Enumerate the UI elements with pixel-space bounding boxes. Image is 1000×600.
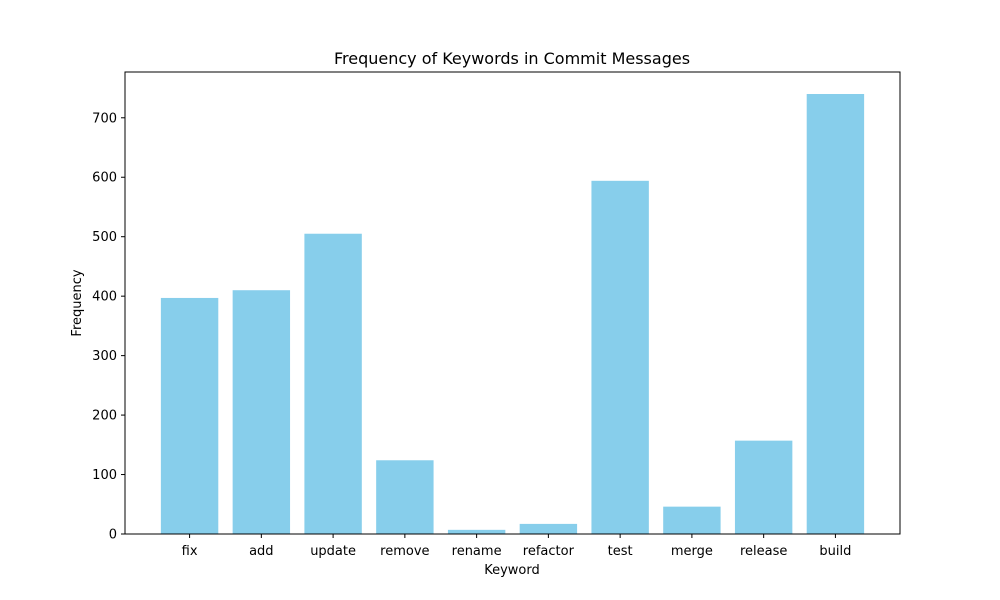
x-tick-label: test [608,544,633,559]
y-tick-label: 700 [92,111,117,126]
bar-merge [663,506,721,534]
y-tick-label: 500 [92,230,117,245]
bar-test [591,180,649,534]
x-tick-label: release [740,544,787,559]
y-tick-label: 300 [92,349,117,364]
chart-title: Frequency of Keywords in Commit Messages [334,49,690,68]
bar-remove [376,460,434,534]
x-axis-label: Keyword [484,563,540,578]
x-axis: fix add update remove rename refactor test merg… [182,534,851,559]
y-tick-label: 100 [92,468,117,483]
y-tick-label: 600 [92,171,117,186]
y-tick-label: 0 [109,528,117,543]
bar-fix [160,297,219,534]
y-axis-label: Frequency [70,269,85,336]
bar-add [232,290,291,534]
bar-build [806,94,865,534]
bars-group [160,94,865,535]
bar-update [304,233,362,535]
x-tick-label: build [819,544,851,559]
x-tick-label: remove [380,544,429,559]
x-tick-label: merge [671,544,713,559]
bar-refactor [519,523,578,534]
x-tick-label: refactor [523,544,575,559]
plot-frame [124,71,901,535]
bar-rename [447,529,506,534]
y-tick-label: 200 [92,409,117,424]
y-tick-label: 400 [92,290,117,305]
x-tick-label: fix [182,544,198,559]
bar-release [734,440,793,534]
x-tick-label: add [249,544,273,559]
x-tick-label: update [310,544,356,559]
x-tick-label: rename [452,544,502,559]
y-axis: 0 100 200 300 400 500 600 700 [92,111,125,543]
